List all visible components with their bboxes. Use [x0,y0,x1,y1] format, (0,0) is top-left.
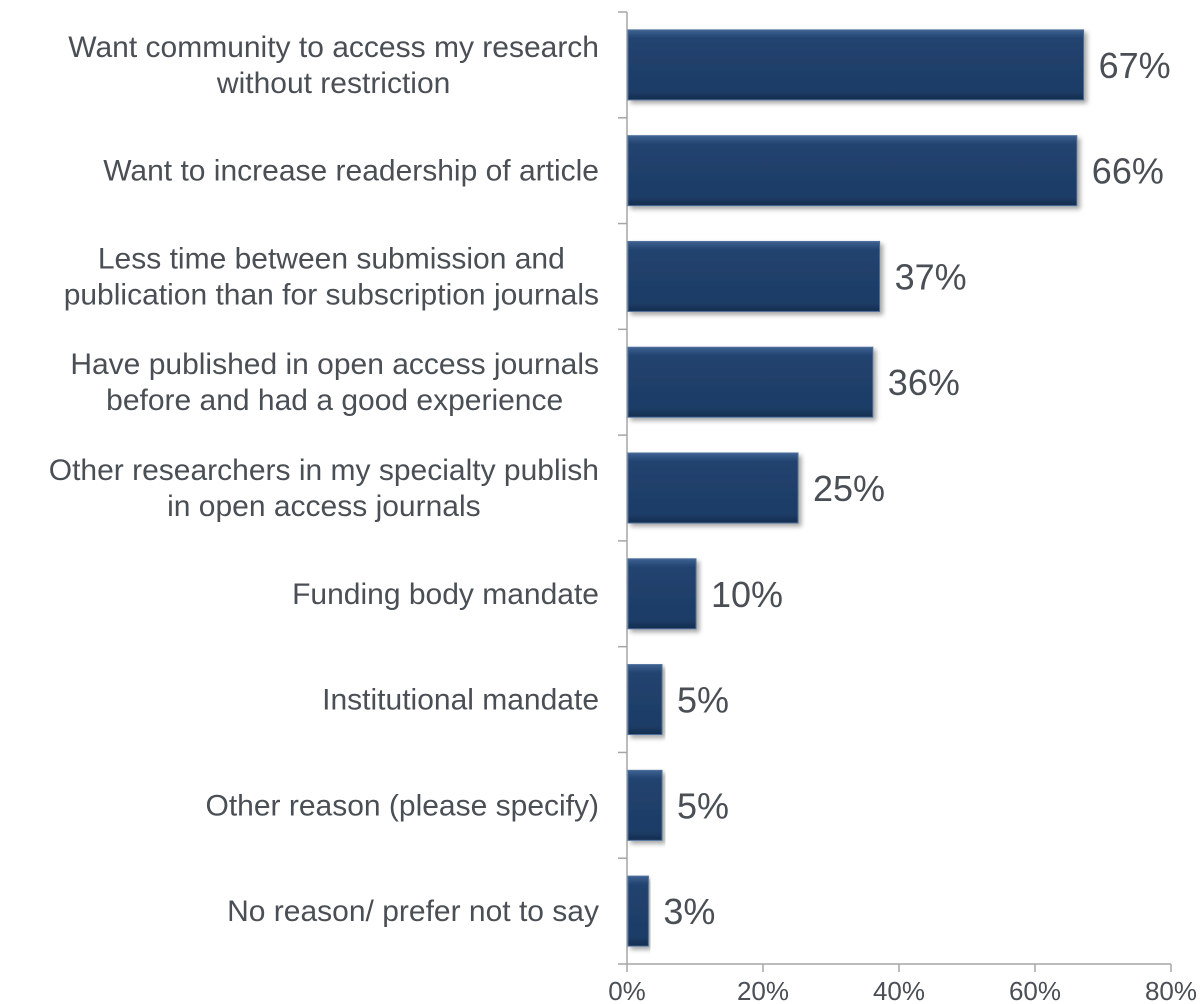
x-tick-label: 20% [737,976,789,1004]
category-label: Less time between submission and publicat… [64,242,599,311]
category-label-line: before and had a good experience [106,384,563,417]
value-label: 25% [813,468,885,509]
value-label: 5% [677,785,729,826]
category-label-line: Funding body mandate [292,578,599,611]
value-label: 5% [677,680,729,721]
x-tick-label: 0% [608,976,646,1004]
x-tick-label: 60% [1009,976,1061,1004]
category-label-line: in open access journals [167,490,481,523]
value-label: 10% [711,574,783,615]
category-label: Funding body mandate [292,578,599,611]
category-label: No reason/ prefer not to say [227,895,599,928]
bar [627,875,649,947]
value-label: 3% [663,891,715,932]
bar [627,135,1078,207]
value-label: 67% [1099,45,1171,86]
category-label: Want community to access my research with… [68,31,599,100]
bar [627,346,874,418]
bar [627,664,663,736]
bar [627,558,697,630]
category-label-line: Want to increase readership of article [103,155,599,188]
bar [627,769,663,841]
category-label-line: Less time between submission and [98,242,565,275]
category-label: Other researchers in my specialty publis… [49,454,599,523]
category-label-line: Have published in open access journals [70,348,599,381]
category-label-line: without restriction [216,67,450,100]
category-label: Institutional mandate [322,684,599,717]
bar [627,29,1085,101]
value-label: 66% [1092,151,1164,192]
category-label: Other reason (please specify) [205,789,599,822]
category-label: Have published in open access journals be… [70,348,599,417]
x-tick-label: 40% [873,976,925,1004]
category-label: Want to increase readership of article [103,155,599,188]
category-label-line: No reason/ prefer not to say [227,895,599,928]
category-label-line: Other reason (please specify) [205,789,599,822]
value-label: 36% [888,362,960,403]
category-label-line: Want community to access my research [68,31,599,64]
value-label: 37% [895,256,967,297]
labels: 0% 20% 40% 60% 80% 67% Want community to acces… [49,31,1197,1004]
bar [627,240,881,312]
axes [618,11,1172,972]
category-label-line: Institutional mandate [322,684,599,717]
category-label-line: Other researchers in my specialty publis… [49,454,599,487]
bar [627,452,799,524]
x-tick-label: 80% [1145,976,1197,1004]
category-label-line: publication than for subscription journa… [64,278,599,311]
bars [627,29,1085,947]
